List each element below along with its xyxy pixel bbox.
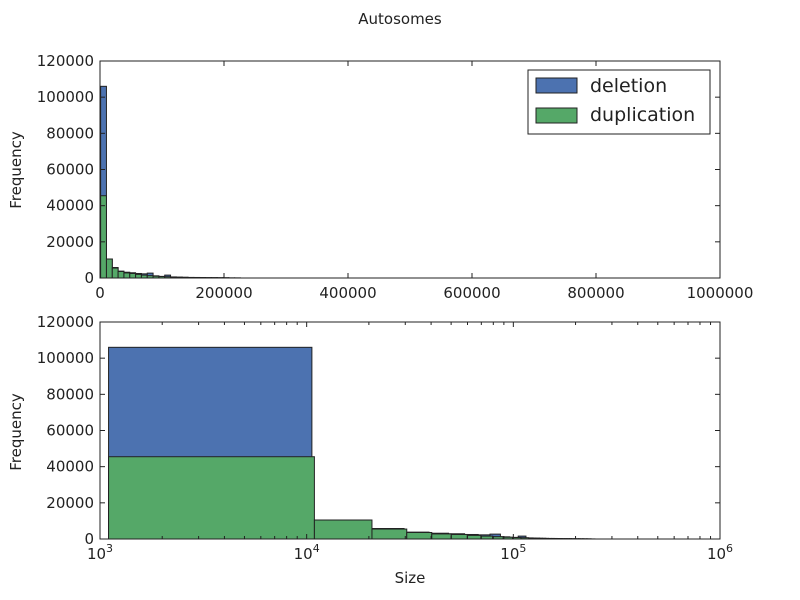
bot-y-tick-label: 60000 xyxy=(46,422,94,440)
top-y-tick-label: 120000 xyxy=(37,52,94,70)
top-duplication-bar xyxy=(112,268,118,278)
top-duplication-bar xyxy=(118,271,124,278)
top-y-tick-label: 100000 xyxy=(37,88,94,106)
top-duplication-bar xyxy=(124,273,130,278)
bottom-x-axis-label: Size xyxy=(395,569,426,587)
top-y-axis-label: Frequency xyxy=(7,131,25,209)
bot-y-tick-label: 40000 xyxy=(46,458,94,476)
top-y-tick-label: 60000 xyxy=(46,161,94,179)
legend-swatch-duplication xyxy=(536,108,577,123)
top-duplication-bar xyxy=(106,259,112,278)
top-x-tick-label: 800000 xyxy=(567,284,624,302)
top-x-tick-label: 1000000 xyxy=(687,284,754,302)
bot-y-tick-label: 100000 xyxy=(37,349,94,367)
figure-title: Autosomes xyxy=(358,10,442,28)
top-x-tick-label: 200000 xyxy=(195,284,252,302)
bot-y-tick-label: 20000 xyxy=(46,494,94,512)
top-y-tick-label: 40000 xyxy=(46,197,94,215)
legend-label-duplication: duplication xyxy=(590,104,695,126)
top-x-tick-label: 0 xyxy=(95,284,105,302)
legend-label-deletion: deletion xyxy=(590,75,667,97)
bottom-y-axis-label: Frequency xyxy=(7,393,25,471)
bot-duplication-bar xyxy=(451,534,467,539)
legend-swatch-deletion xyxy=(536,78,577,93)
top-y-tick-label: 80000 xyxy=(46,124,94,142)
bot-duplication-bar xyxy=(314,520,372,539)
top-duplication-bar xyxy=(101,196,107,278)
bot-duplication-bar xyxy=(432,534,452,539)
top-x-tick-label: 400000 xyxy=(319,284,376,302)
top-duplication-bar xyxy=(136,274,142,278)
bot-duplication-bar xyxy=(109,457,315,539)
bot-duplication-bar xyxy=(467,535,481,539)
bot-duplication-bar xyxy=(407,532,432,539)
bot-duplication-bar xyxy=(372,529,407,539)
top-y-tick-label: 20000 xyxy=(46,233,94,251)
bot-y-tick-label: 120000 xyxy=(37,313,94,331)
bot-y-tick-label: 80000 xyxy=(46,385,94,403)
top-duplication-bar xyxy=(130,273,136,278)
bot-y-tick-label: 0 xyxy=(84,530,94,548)
top-y-tick-label: 0 xyxy=(84,269,94,287)
legend: deletion duplication xyxy=(528,70,710,134)
top-x-tick-label: 600000 xyxy=(443,284,500,302)
